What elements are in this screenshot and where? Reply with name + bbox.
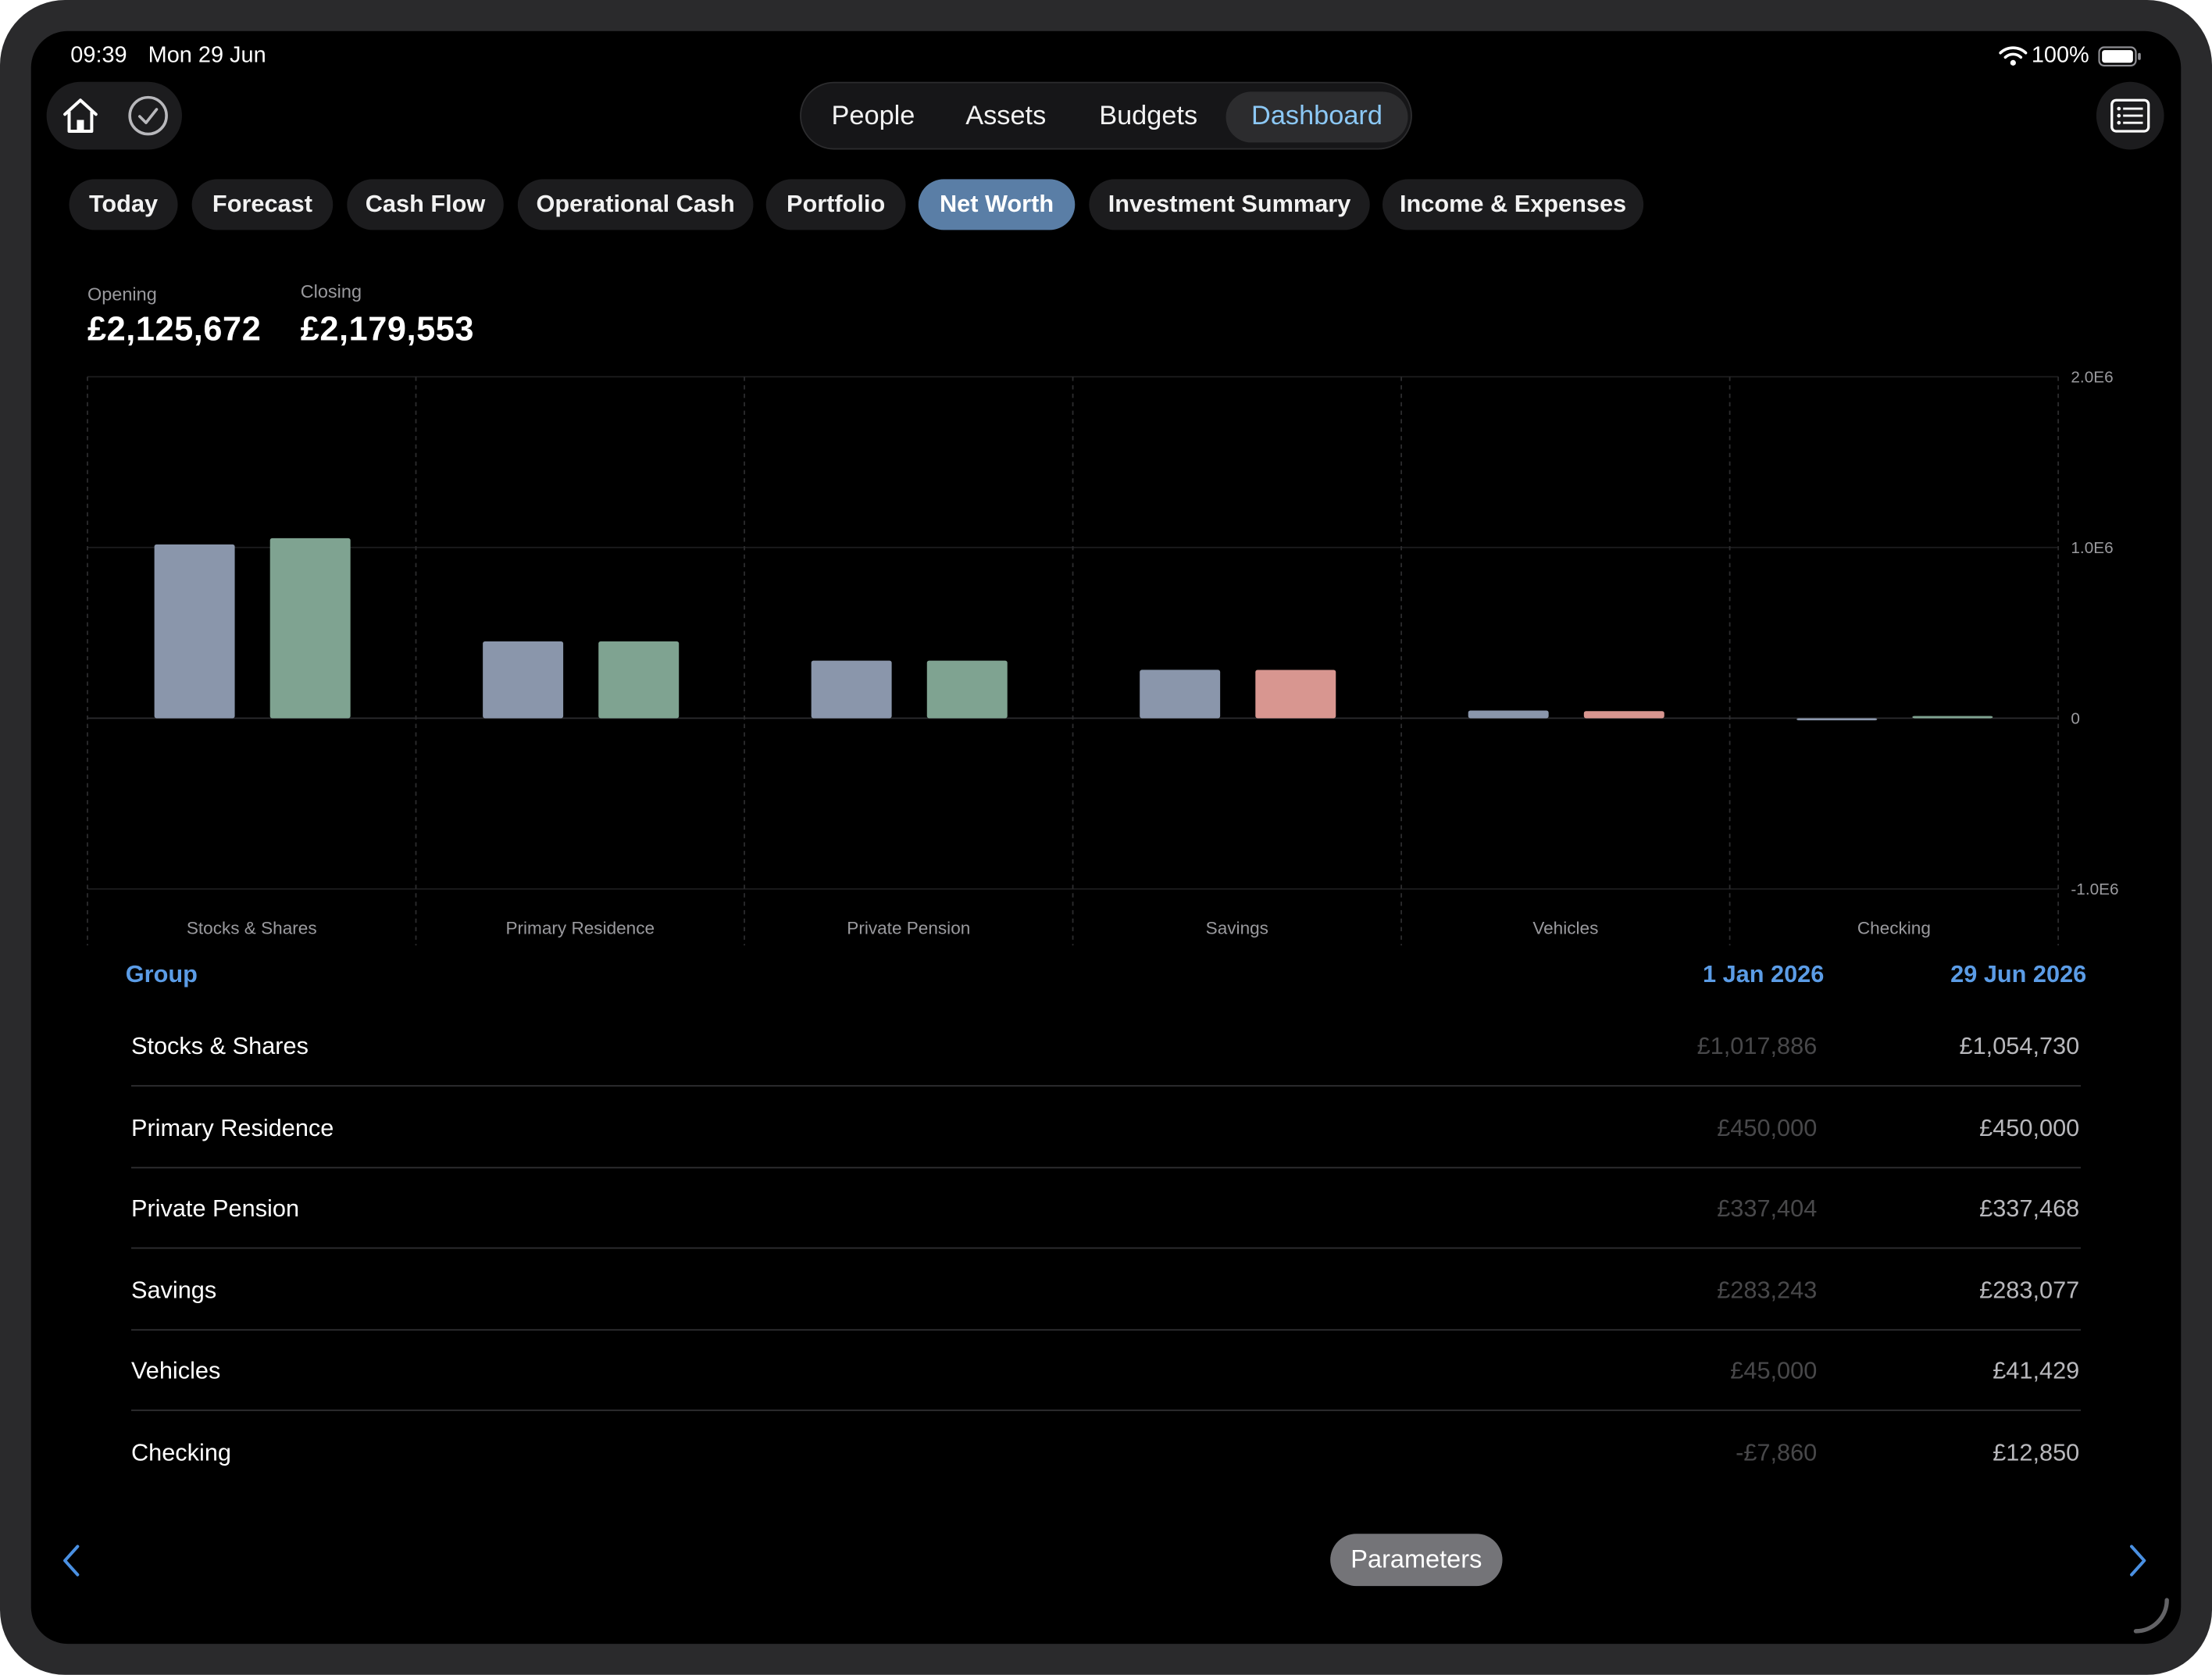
- row-closing-value: £283,077: [1979, 1277, 2080, 1304]
- chip-income-expenses[interactable]: Income & Expenses: [1382, 179, 1644, 230]
- x-tick-label: Private Pension: [847, 919, 970, 938]
- battery-percent: 100%: [2031, 43, 2089, 68]
- row-closing-value: £1,054,730: [1959, 1033, 2080, 1060]
- table-header-closing-date[interactable]: 29 Jun 2026: [1950, 960, 2087, 988]
- row-divider: [130, 1329, 2082, 1331]
- status-time: 09:39: [70, 43, 127, 68]
- x-tick-label: Vehicles: [1532, 919, 1598, 938]
- home-toolbar: [46, 81, 182, 150]
- chip-operational-cash[interactable]: Operational Cash: [517, 179, 754, 230]
- y-tick-label: 1.0E6: [2071, 539, 2113, 557]
- row-group: Stocks & Shares: [130, 1033, 309, 1060]
- row-opening-value: £450,000: [1717, 1114, 1818, 1142]
- chip-portfolio[interactable]: Portfolio: [765, 179, 906, 230]
- bar: [598, 641, 680, 719]
- row-group: Primary Residence: [130, 1114, 334, 1142]
- bar: [1796, 718, 1878, 721]
- opening-label: Opening: [87, 284, 157, 305]
- bar: [269, 538, 351, 719]
- wifi-icon: [1999, 45, 2028, 73]
- row-opening-value: £283,243: [1717, 1277, 1818, 1304]
- list-button[interactable]: [2096, 81, 2164, 150]
- chip-today[interactable]: Today: [69, 179, 178, 230]
- bar: [1140, 670, 1221, 719]
- y-tick-label: -1.0E6: [2071, 880, 2118, 898]
- app-screen: 09:39 Mon 29 Jun 100%: [30, 30, 2182, 1645]
- list-icon: [2109, 98, 2151, 141]
- resize-handle-icon[interactable]: [2130, 1595, 2172, 1644]
- checkmark-circle-icon[interactable]: [127, 95, 169, 144]
- row-closing-value: £12,850: [1993, 1439, 2080, 1466]
- chevron-right-icon[interactable]: [2125, 1542, 2150, 1586]
- row-opening-value: £337,404: [1717, 1195, 1818, 1223]
- row-opening-value: £45,000: [1730, 1357, 1818, 1384]
- bar: [1912, 716, 1993, 719]
- table-header-group[interactable]: Group: [125, 960, 198, 988]
- parameters-button[interactable]: Parameters: [1330, 1534, 1503, 1587]
- y-tick-label: 2.0E6: [2071, 368, 2113, 386]
- bar: [154, 544, 235, 719]
- opening-value: £2,125,672: [87, 310, 262, 349]
- home-icon[interactable]: [61, 96, 101, 143]
- bar: [926, 660, 1008, 719]
- tab-people[interactable]: People: [831, 102, 915, 131]
- status-date: Mon 29 Jun: [148, 43, 266, 68]
- x-tick-label: Checking: [1857, 919, 1931, 938]
- table-header-opening-date[interactable]: 1 Jan 2026: [1702, 960, 1825, 988]
- tab-assets[interactable]: Assets: [965, 102, 1047, 131]
- row-opening-value: £1,017,886: [1696, 1033, 1818, 1060]
- x-tick-label: Savings: [1206, 919, 1268, 938]
- row-opening-value: -£7,860: [1736, 1439, 1818, 1466]
- battery-icon: [2098, 45, 2143, 75]
- tab-budgets[interactable]: Budgets: [1099, 102, 1198, 131]
- bar: [1255, 670, 1336, 719]
- tab-dashboard[interactable]: Dashboard: [1226, 91, 1408, 143]
- closing-value: £2,179,553: [300, 310, 475, 349]
- chip-net-worth[interactable]: Net Worth: [918, 179, 1076, 230]
- bar: [811, 660, 892, 719]
- x-tick-label: Primary Residence: [505, 919, 655, 938]
- row-divider: [130, 1166, 2082, 1169]
- row-group: Checking: [130, 1439, 231, 1466]
- row-group: Vehicles: [130, 1357, 221, 1384]
- bar: [1468, 710, 1549, 719]
- closing-label: Closing: [300, 280, 362, 302]
- row-divider: [130, 1247, 2082, 1249]
- net-worth-chart: 2.0E6 1.0E6 0 -1.0E6 Stocks & Shares Primary …: [87, 368, 2119, 946]
- row-group: Private Pension: [130, 1195, 300, 1223]
- row-closing-value: £337,468: [1979, 1195, 2080, 1223]
- bar: [1583, 711, 1664, 719]
- chevron-left-icon[interactable]: [59, 1542, 85, 1586]
- chip-investment-summary[interactable]: Investment Summary: [1089, 179, 1370, 230]
- row-divider: [130, 1084, 2082, 1087]
- y-tick-label: 0: [2071, 710, 2080, 728]
- row-closing-value: £450,000: [1979, 1114, 2080, 1142]
- row-closing-value: £41,429: [1993, 1357, 2080, 1384]
- main-tab-bar: People Assets Budgets Dashboard: [800, 81, 1412, 150]
- row-group: Savings: [130, 1277, 217, 1304]
- x-tick-label: Stocks & Shares: [187, 919, 317, 938]
- row-divider: [130, 1409, 2082, 1412]
- bar: [483, 641, 564, 719]
- chip-cash-flow[interactable]: Cash Flow: [347, 179, 504, 230]
- chip-forecast[interactable]: Forecast: [191, 179, 334, 230]
